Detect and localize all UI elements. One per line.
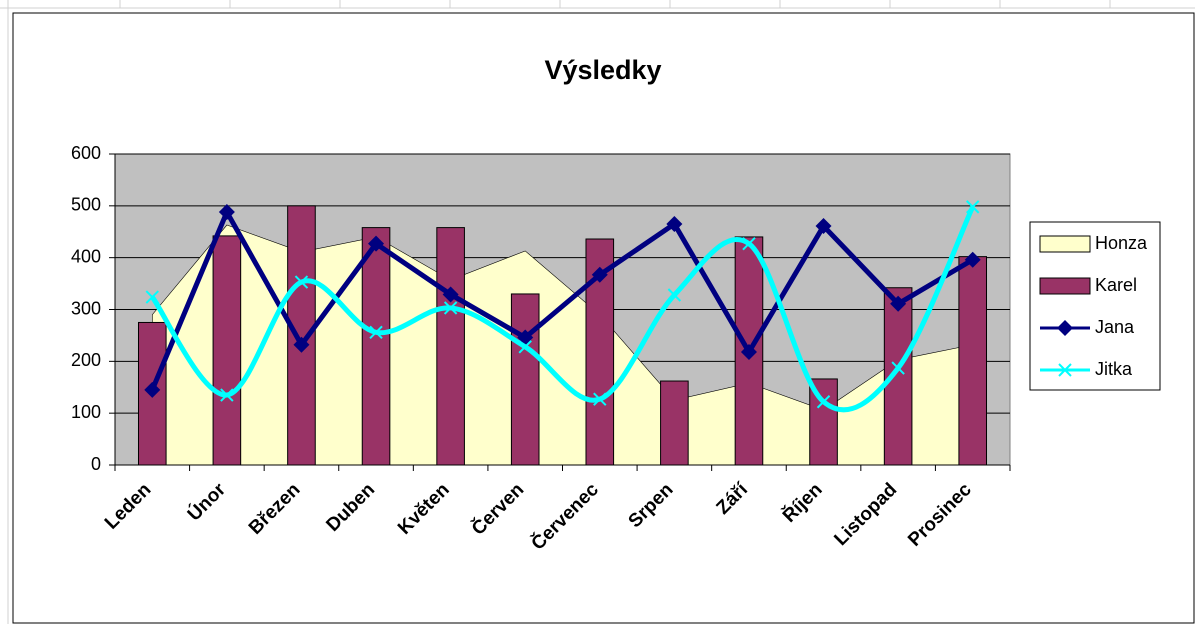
marker — [742, 236, 756, 251]
marker — [740, 344, 757, 361]
marker — [816, 395, 831, 409]
marker — [815, 218, 832, 235]
line — [150, 205, 975, 413]
legend-swatch — [1039, 235, 1091, 253]
marker — [667, 288, 682, 302]
marker — [891, 361, 905, 375]
y-tick-label: 0 — [91, 454, 101, 474]
marker — [890, 295, 907, 312]
marker — [966, 200, 980, 214]
legend-label: Jitka — [1095, 359, 1133, 379]
y-tick-label: 400 — [71, 246, 101, 266]
marker — [220, 388, 234, 402]
chart-title: Výsledky — [544, 55, 661, 85]
marker — [294, 275, 309, 289]
marker — [593, 392, 607, 406]
y-tick-label: 500 — [71, 195, 101, 215]
marker — [145, 290, 159, 304]
legend-label: Honza — [1095, 233, 1148, 253]
bar — [212, 235, 242, 466]
marker — [1058, 363, 1072, 377]
marker — [591, 266, 608, 283]
marker — [369, 325, 383, 340]
marker — [218, 204, 235, 221]
legend-swatch — [1039, 277, 1091, 295]
marker — [666, 215, 683, 232]
marker — [144, 381, 161, 398]
y-tick-label: 200 — [71, 350, 101, 370]
marker — [964, 251, 981, 268]
marker — [518, 340, 532, 354]
bar — [660, 380, 689, 466]
marker — [443, 301, 458, 315]
bar — [510, 293, 540, 466]
marker — [368, 235, 385, 252]
marker — [442, 286, 459, 303]
bar — [137, 321, 167, 466]
legend-label: Jana — [1095, 317, 1135, 337]
y-tick-label: 600 — [71, 143, 101, 163]
y-tick-label: 300 — [71, 298, 101, 318]
y-tick-label: 100 — [71, 402, 101, 422]
legend-label: Karel — [1095, 275, 1137, 295]
line — [149, 209, 974, 391]
marker — [293, 336, 310, 353]
bar — [436, 227, 465, 466]
marker — [1057, 320, 1073, 336]
bar — [958, 256, 988, 466]
bar — [361, 227, 391, 466]
